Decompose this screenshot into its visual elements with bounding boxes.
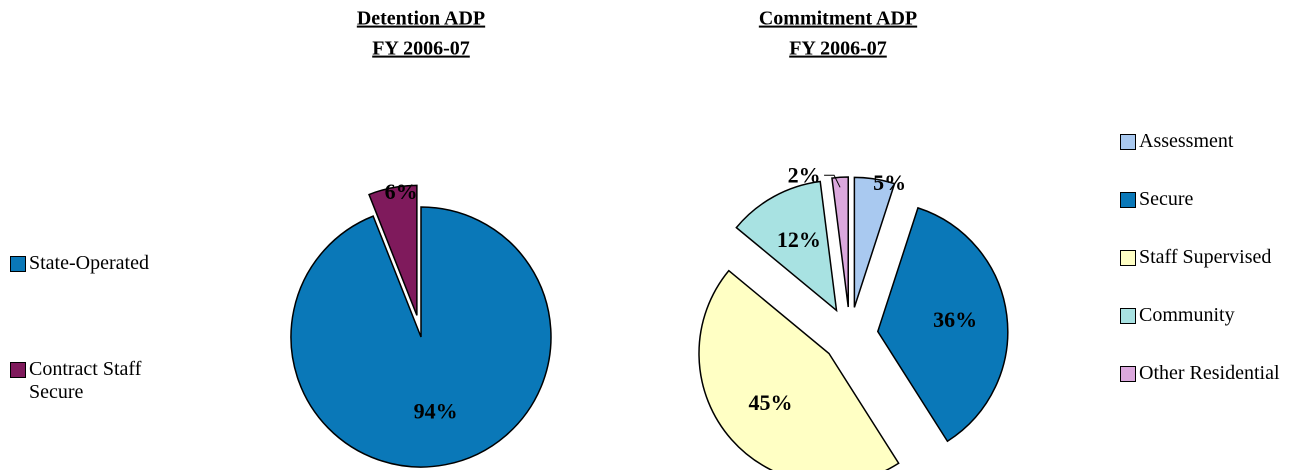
legend-label: Contract Staff Secure <box>29 358 142 403</box>
legend-swatch <box>10 256 26 272</box>
legend-label: Secure <box>1139 188 1194 210</box>
legend-item: Contract Staff Secure <box>10 358 200 404</box>
chart-title: Detention ADP <box>357 8 485 30</box>
legend-swatch <box>1120 134 1136 150</box>
data-label: 6% <box>385 179 418 204</box>
legend-item: Secure <box>1120 188 1313 211</box>
legend-swatch <box>10 362 26 378</box>
legend-swatch <box>1120 192 1136 208</box>
pie-slice <box>876 206 1009 443</box>
legend-item: Staff Supervised <box>1120 246 1313 269</box>
legend-label: State-Operated <box>29 252 149 274</box>
chart-title: Commitment ADP <box>759 8 917 30</box>
pie-slice <box>698 269 900 470</box>
pie-slice <box>290 206 552 468</box>
legend-item: Community <box>1120 304 1313 327</box>
pie-slice <box>831 176 849 308</box>
legend-swatch <box>1120 250 1136 266</box>
legend-item: State-Operated <box>10 252 200 275</box>
data-label: 12% <box>777 227 821 252</box>
data-label: 36% <box>933 307 977 332</box>
data-label: 94% <box>414 399 458 424</box>
legend-item: Assessment <box>1120 130 1313 153</box>
pie-slice <box>735 180 838 313</box>
data-label: 45% <box>748 390 792 415</box>
legend-label: Community <box>1139 304 1235 326</box>
legend-label: Other Residential <box>1139 362 1280 384</box>
legend-label: Staff Supervised <box>1139 246 1272 268</box>
legend-label: Assessment <box>1139 130 1234 152</box>
data-label: 2% <box>788 162 821 187</box>
legend-item: Other Residential <box>1120 362 1313 385</box>
pie-slice <box>853 176 896 308</box>
leader-line <box>824 174 841 188</box>
pie-slice <box>368 184 418 316</box>
legend-swatch <box>1120 366 1136 382</box>
legend-swatch <box>1120 308 1136 324</box>
chart-subtitle: FY 2006-07 <box>372 38 470 60</box>
data-label: 5% <box>873 170 906 195</box>
chart-subtitle: FY 2006-07 <box>789 38 887 60</box>
